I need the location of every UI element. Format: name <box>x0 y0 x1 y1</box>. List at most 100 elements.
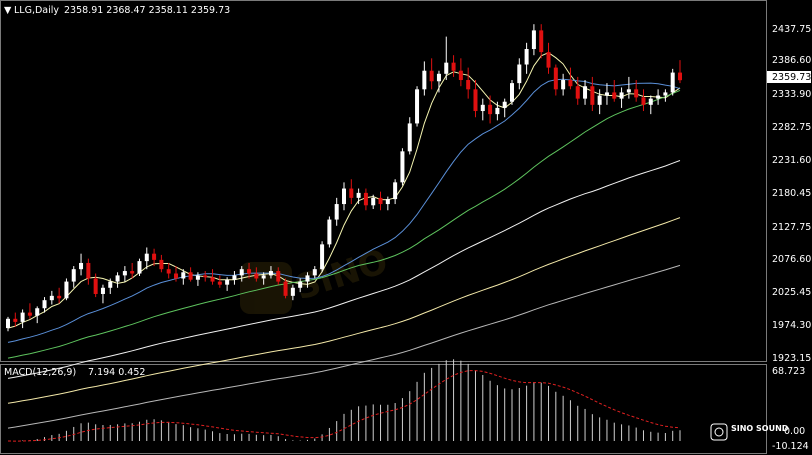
candle-body <box>159 259 164 270</box>
candle-body <box>458 70 463 81</box>
moving-averages <box>7 52 681 429</box>
macd-pane-frame <box>0 364 767 454</box>
candle-body <box>144 253 149 262</box>
candle-body <box>217 281 222 285</box>
price-tick: 2076.60 <box>772 254 811 265</box>
header-symbol: LLG,Daily <box>14 5 59 16</box>
candle-body <box>495 107 500 115</box>
candle-body <box>517 64 522 84</box>
header-arrow-icon[interactable]: ▼ <box>4 5 12 16</box>
candle-body <box>385 199 390 205</box>
candle-body <box>6 318 10 329</box>
candle-body <box>604 92 609 96</box>
candle-body <box>488 104 493 115</box>
price-tick: 2231.60 <box>772 155 811 166</box>
candle-body <box>429 70 434 82</box>
candle-body <box>327 219 332 245</box>
moving-average-line <box>7 89 681 359</box>
candle-body <box>531 30 536 50</box>
candle-body <box>42 300 47 309</box>
candle-body <box>626 89 631 93</box>
price-tick: 2127.75 <box>772 222 811 233</box>
main-pane-frame <box>0 0 767 362</box>
candle-body <box>619 92 624 99</box>
candle-body <box>502 101 507 108</box>
candle-body <box>181 272 186 279</box>
candle-body <box>20 312 25 322</box>
candle-body <box>378 197 383 205</box>
moving-average-line <box>7 217 681 404</box>
candle-body <box>415 89 420 124</box>
candle-body <box>188 272 193 280</box>
candle-body <box>371 197 376 206</box>
price-tick: 2282.75 <box>772 122 811 133</box>
candle-body <box>210 277 215 282</box>
candle-body <box>71 269 76 282</box>
candle-body <box>57 295 62 299</box>
candle-body <box>670 72 675 93</box>
candle-body <box>100 287 105 294</box>
candle-body <box>583 86 588 99</box>
macd-tick: 68.723 <box>772 366 805 377</box>
candle-body <box>510 83 514 102</box>
moving-average-line <box>7 52 681 329</box>
candle-body <box>115 275 120 282</box>
candle-body <box>305 275 310 282</box>
price-tick: 2180.45 <box>772 188 811 199</box>
candle-body <box>342 188 346 205</box>
sino-sound-logo: SINO SOUND <box>710 423 789 441</box>
macd-signal-series <box>7 370 681 442</box>
candle-body <box>122 271 127 276</box>
header-ohlc: 2358.91 2368.47 2358.11 2359.73 <box>64 5 230 16</box>
candle-body <box>86 262 91 279</box>
candle-body <box>524 49 529 65</box>
candle-body <box>575 86 580 99</box>
candle-body <box>312 269 317 276</box>
candle-body <box>225 279 230 285</box>
candle-body <box>466 80 471 90</box>
candle-body <box>261 275 266 279</box>
moving-average-line <box>7 160 681 379</box>
brand-text: SINO SOUND <box>731 424 789 433</box>
candle-body <box>590 86 595 105</box>
macd-label: MACD(12,26,9) <box>4 367 76 378</box>
candle-body <box>597 95 602 105</box>
macd-histogram <box>14 359 681 442</box>
candle-body <box>166 269 171 274</box>
macd-signal-line <box>7 370 681 442</box>
candle-body <box>232 275 237 280</box>
price-axis: 2437.75 2386.60 2333.90 2282.75 2231.60 … <box>772 24 811 364</box>
svg-text:SINO: SINO <box>290 241 392 308</box>
price-tick: 2333.90 <box>772 89 811 100</box>
price-tick: 2437.75 <box>772 24 811 35</box>
candle-body <box>561 80 566 90</box>
candle-body <box>546 52 551 68</box>
candle-body <box>539 30 544 53</box>
candle-body <box>663 92 668 96</box>
candle-body <box>49 295 54 301</box>
candle-body <box>93 278 98 294</box>
candle-body <box>568 80 573 87</box>
candle-body <box>407 123 412 152</box>
candle-body <box>648 98 653 105</box>
candle-body <box>290 287 295 296</box>
candle-body <box>283 281 288 296</box>
candle-body <box>247 269 252 274</box>
candle-body <box>35 308 40 316</box>
candlesticks <box>6 24 682 332</box>
price-tick: 2386.60 <box>772 55 811 66</box>
candle-body <box>334 204 339 220</box>
candle-body <box>363 192 368 206</box>
price-tick: 2025.45 <box>772 287 811 298</box>
candle-body <box>276 271 281 282</box>
candle-body <box>239 269 244 276</box>
candle-body <box>656 95 661 99</box>
candle-body <box>64 281 69 299</box>
candle-body <box>641 97 646 105</box>
candle-body <box>298 281 303 288</box>
candle-body <box>349 188 354 198</box>
current-price-label: 2359.73 <box>772 72 811 83</box>
macd-tick: 0.00 <box>784 426 805 437</box>
candle-body <box>480 104 485 112</box>
